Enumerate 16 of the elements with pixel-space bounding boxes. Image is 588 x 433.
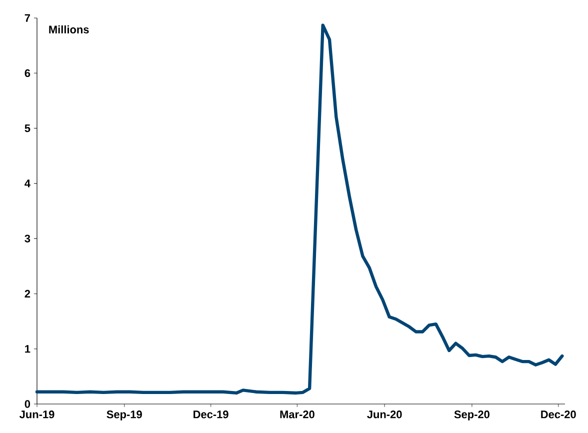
x-tick-label: Dec-19 — [194, 410, 228, 418]
y-tick-label: 1 — [25, 345, 30, 353]
y-tick-label: 5 — [24, 124, 30, 132]
y-tick-label: 4 — [24, 180, 30, 188]
x-tick-label: Mar-20 — [280, 410, 314, 418]
x-tick-label: Sep-20 — [454, 410, 490, 420]
y-tick-label: 0 — [24, 400, 30, 408]
x-tick-label: Sep-19 — [106, 410, 142, 420]
x-tick-label: Jun-19 — [20, 410, 54, 418]
y-axis-title: Millions — [49, 25, 89, 34]
x-tick-label: Jun-20 — [367, 410, 402, 418]
y-tick-label: 6 — [24, 69, 30, 78]
y-tick-label: 7 — [24, 14, 30, 22]
x-tick-label: Dec-20 — [541, 410, 576, 418]
y-tick-label: 3 — [24, 234, 30, 242]
y-tick-label: 2 — [24, 290, 30, 298]
